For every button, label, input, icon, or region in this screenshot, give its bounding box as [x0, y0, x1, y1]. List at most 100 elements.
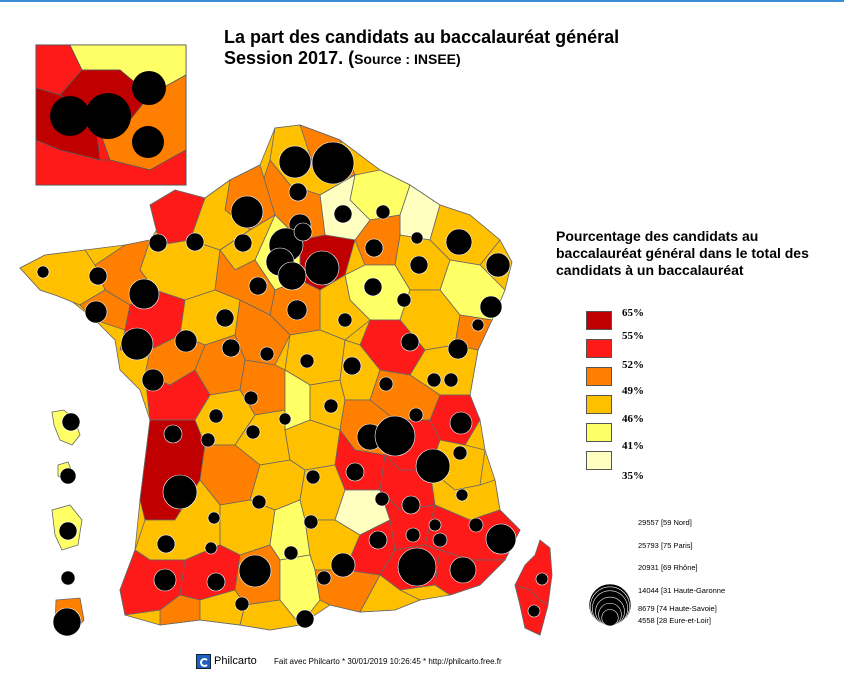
map-circle — [230, 195, 264, 229]
legend-swatch — [586, 367, 612, 386]
legend-swatch — [586, 311, 612, 330]
map-circle — [234, 596, 250, 612]
map-circle — [128, 278, 160, 310]
map-circle — [59, 467, 77, 485]
map-circle — [455, 488, 469, 502]
map-circle — [401, 495, 421, 515]
map-circle — [527, 604, 541, 618]
map-circle — [303, 514, 319, 530]
map-circle — [323, 398, 339, 414]
map-circle — [396, 292, 412, 308]
map-circle — [374, 491, 390, 507]
map-title: La part des candidats au baccalauréat gé… — [224, 27, 620, 47]
map-circle — [428, 518, 442, 532]
inset-map — [35, 44, 187, 186]
legend-swatch — [586, 395, 612, 414]
map-circle — [153, 568, 177, 592]
map-circle — [405, 527, 421, 543]
map-circle — [363, 277, 383, 297]
map-circle — [52, 607, 82, 637]
philcarto-brand: Philcarto — [214, 655, 257, 667]
map-circle — [400, 332, 420, 352]
map-circle — [84, 300, 108, 324]
map-circle — [204, 541, 218, 555]
map-circle — [452, 445, 468, 461]
legend-circle-label: 14044 [31 Haute-Garonne — [638, 586, 726, 595]
footer-credit: Fait avec Philcarto * 30/01/2019 10:26:4… — [274, 657, 502, 666]
map-subtitle: Session 2017. (Source : INSEE) — [224, 47, 461, 70]
legend-class-label: 52% — [622, 359, 644, 371]
subtitle-main: Session 2017. ( — [224, 48, 355, 68]
map-circle — [408, 407, 424, 423]
map-circle — [375, 204, 391, 220]
legend-title-line1: Pourcentage des candidats au — [556, 228, 759, 244]
top-accent-line — [0, 0, 844, 2]
map-circle — [278, 412, 292, 426]
legend-title: Pourcentage des candidats au baccalauréa… — [556, 228, 836, 279]
map-circle — [333, 204, 353, 224]
map-circle — [479, 295, 503, 319]
legend-circle — [601, 609, 619, 627]
map-circle — [278, 145, 312, 179]
map-circle — [61, 412, 81, 432]
map-circle — [374, 415, 416, 457]
legend-circle-label: 29557 [59 Nord] — [638, 518, 692, 527]
map-circle — [468, 517, 484, 533]
map-circle — [162, 474, 198, 510]
legend-swatch — [586, 423, 612, 442]
map-circle — [447, 338, 469, 360]
map-circle — [305, 469, 321, 485]
legend-class-label: 55% — [622, 330, 644, 342]
map-circle — [277, 261, 307, 291]
france-map — [19, 124, 553, 636]
legend-circle-label: 20931 [69 Rhône] — [638, 563, 698, 572]
map-circle — [426, 372, 442, 388]
map-circle — [304, 250, 340, 286]
map-circle — [311, 141, 355, 185]
map-circle — [397, 547, 437, 587]
map-circle — [58, 521, 78, 541]
legend-title-line3: candidats à un baccalauréat — [556, 262, 744, 278]
map-circle — [288, 182, 308, 202]
legend-swatch — [586, 451, 612, 470]
map-circle — [342, 356, 362, 376]
map-circle — [535, 572, 549, 586]
map-circle — [410, 231, 424, 245]
map-circle — [295, 609, 315, 629]
philcarto-logo-icon — [196, 654, 211, 669]
map-circle — [163, 424, 183, 444]
map-circle — [259, 346, 275, 362]
map-circle — [120, 327, 154, 361]
map-circle — [206, 572, 226, 592]
subtitle-source: Source : INSEE) — [354, 51, 461, 67]
legend-class-label: 65% — [622, 307, 644, 319]
map-circle — [200, 432, 216, 448]
map-circle — [443, 372, 459, 388]
map-circle — [238, 554, 272, 588]
map-circle — [378, 376, 394, 392]
map-circle — [208, 408, 224, 424]
map-circle — [185, 232, 205, 252]
map-circle — [368, 530, 388, 550]
map-circle — [283, 545, 299, 561]
map-circle — [449, 556, 477, 584]
map-circle — [88, 266, 108, 286]
map-circle — [485, 252, 511, 278]
map-circle — [286, 299, 308, 321]
map-circle — [60, 570, 76, 586]
legend-circle-label: 25793 [75 Paris] — [638, 541, 693, 550]
map-circle — [364, 238, 384, 258]
legend-circle-label: 8679 [74 Haute-Savoie] — [638, 604, 717, 613]
map-circle — [36, 265, 50, 279]
map-circle — [337, 312, 353, 328]
map-circle — [215, 308, 235, 328]
map-circle — [248, 276, 268, 296]
map-circle — [245, 424, 261, 440]
map-circle — [445, 228, 473, 256]
legend-class-label: 35% — [622, 470, 644, 482]
proportional-circles — [36, 141, 549, 637]
map-circle — [330, 552, 356, 578]
map-circle — [345, 462, 365, 482]
map-circle — [415, 448, 451, 484]
map-circle — [299, 353, 315, 369]
